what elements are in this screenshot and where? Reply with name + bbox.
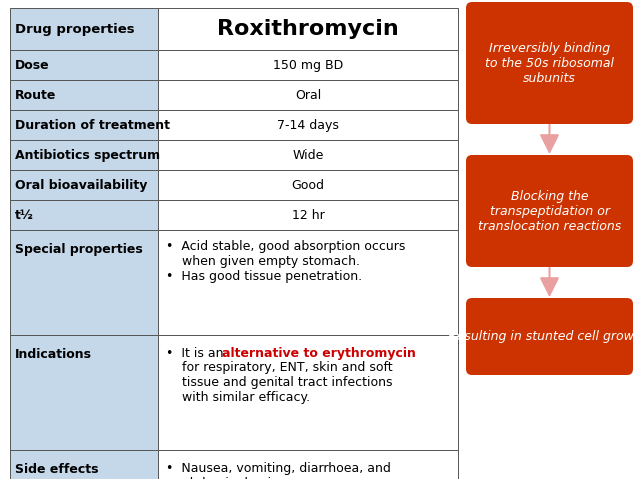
Bar xyxy=(10,200,158,230)
Bar xyxy=(158,80,458,110)
Text: •  It is an: • It is an xyxy=(166,347,228,360)
Text: 150 mg BD: 150 mg BD xyxy=(273,58,343,71)
Text: Resulting in stunted cell growth.: Resulting in stunted cell growth. xyxy=(448,330,638,343)
Bar xyxy=(158,50,458,80)
Bar xyxy=(10,50,158,80)
Text: Indications: Indications xyxy=(15,348,92,361)
FancyBboxPatch shape xyxy=(466,155,633,267)
Text: Route: Route xyxy=(15,89,56,102)
Bar xyxy=(10,8,158,50)
Text: Duration of treatment: Duration of treatment xyxy=(15,118,170,132)
Text: t½: t½ xyxy=(15,208,34,221)
Text: Irreversibly binding
to the 50s ribosomal
subunits: Irreversibly binding to the 50s ribosoma… xyxy=(485,42,614,84)
Text: Special properties: Special properties xyxy=(15,243,143,256)
Text: alternative to erythromycin: alternative to erythromycin xyxy=(222,347,416,360)
Bar xyxy=(158,335,458,450)
Text: Roxithromycin: Roxithromycin xyxy=(217,19,399,39)
Text: Blocking the
transpeptidation or
translocation reactions: Blocking the transpeptidation or translo… xyxy=(478,190,621,232)
Text: Good: Good xyxy=(292,179,325,192)
Bar xyxy=(158,110,458,140)
Bar xyxy=(158,200,458,230)
Bar xyxy=(158,450,458,479)
Bar xyxy=(158,140,458,170)
Text: Dose: Dose xyxy=(15,58,50,71)
Text: Wide: Wide xyxy=(292,148,323,161)
Text: Side effects: Side effects xyxy=(15,463,98,476)
Text: 7-14 days: 7-14 days xyxy=(277,118,339,132)
FancyBboxPatch shape xyxy=(466,298,633,375)
FancyBboxPatch shape xyxy=(466,2,633,124)
Bar xyxy=(10,80,158,110)
Bar xyxy=(10,170,158,200)
Text: Drug properties: Drug properties xyxy=(15,23,135,35)
Text: •  Nausea, vomiting, diarrhoea, and
    abdominal pain.: • Nausea, vomiting, diarrhoea, and abdom… xyxy=(166,462,391,479)
Text: 12 hr: 12 hr xyxy=(292,208,324,221)
Bar xyxy=(158,230,458,335)
Bar xyxy=(10,110,158,140)
Text: for respiratory, ENT, skin and soft
    tissue and genital tract infections
    : for respiratory, ENT, skin and soft tiss… xyxy=(166,361,392,404)
Bar xyxy=(10,450,158,479)
Bar xyxy=(10,335,158,450)
Bar xyxy=(158,170,458,200)
Text: •  Acid stable, good absorption occurs
    when given empty stomach.
•  Has good: • Acid stable, good absorption occurs wh… xyxy=(166,240,405,283)
Bar xyxy=(10,230,158,335)
Bar xyxy=(158,8,458,50)
Text: Antibiotics spectrum: Antibiotics spectrum xyxy=(15,148,160,161)
Bar xyxy=(10,140,158,170)
Text: Oral bioavailability: Oral bioavailability xyxy=(15,179,147,192)
Text: Oral: Oral xyxy=(295,89,321,102)
